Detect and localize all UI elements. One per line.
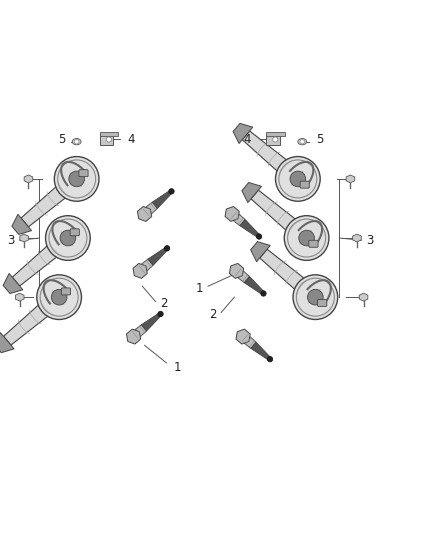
Polygon shape bbox=[131, 325, 147, 340]
Circle shape bbox=[299, 230, 314, 246]
Circle shape bbox=[284, 216, 329, 260]
FancyBboxPatch shape bbox=[266, 132, 285, 136]
Polygon shape bbox=[233, 123, 253, 143]
Circle shape bbox=[54, 157, 99, 201]
Polygon shape bbox=[133, 263, 147, 278]
Polygon shape bbox=[4, 287, 70, 345]
Text: 1: 1 bbox=[195, 282, 203, 295]
FancyBboxPatch shape bbox=[61, 288, 71, 295]
Circle shape bbox=[273, 137, 278, 142]
Polygon shape bbox=[127, 329, 141, 344]
Text: 5: 5 bbox=[58, 133, 65, 146]
Circle shape bbox=[256, 234, 262, 239]
Polygon shape bbox=[138, 206, 152, 221]
Polygon shape bbox=[141, 202, 158, 217]
Polygon shape bbox=[240, 220, 260, 238]
Polygon shape bbox=[359, 293, 368, 301]
Circle shape bbox=[106, 137, 111, 142]
Polygon shape bbox=[244, 277, 265, 295]
Text: 2: 2 bbox=[160, 297, 168, 310]
Polygon shape bbox=[346, 175, 355, 183]
Circle shape bbox=[290, 171, 306, 187]
FancyBboxPatch shape bbox=[266, 134, 279, 145]
FancyBboxPatch shape bbox=[70, 229, 79, 236]
FancyBboxPatch shape bbox=[99, 134, 113, 145]
Polygon shape bbox=[12, 214, 32, 235]
Text: 2: 2 bbox=[208, 308, 216, 321]
Circle shape bbox=[74, 140, 79, 144]
Polygon shape bbox=[152, 190, 173, 208]
Polygon shape bbox=[242, 131, 308, 190]
Polygon shape bbox=[251, 190, 317, 248]
Polygon shape bbox=[141, 313, 162, 331]
Circle shape bbox=[164, 246, 170, 251]
Circle shape bbox=[46, 216, 90, 260]
Text: 3: 3 bbox=[7, 233, 14, 247]
Polygon shape bbox=[230, 263, 244, 278]
Polygon shape bbox=[148, 247, 168, 265]
Polygon shape bbox=[229, 211, 245, 226]
Polygon shape bbox=[236, 329, 250, 344]
FancyBboxPatch shape bbox=[99, 132, 118, 136]
Polygon shape bbox=[24, 175, 33, 183]
Circle shape bbox=[37, 275, 81, 319]
Polygon shape bbox=[260, 249, 326, 308]
Polygon shape bbox=[20, 234, 28, 242]
Polygon shape bbox=[251, 241, 270, 262]
Circle shape bbox=[293, 275, 338, 319]
FancyBboxPatch shape bbox=[318, 300, 327, 306]
Polygon shape bbox=[21, 168, 87, 227]
Polygon shape bbox=[15, 293, 24, 301]
Ellipse shape bbox=[298, 139, 307, 145]
Circle shape bbox=[261, 291, 266, 296]
Polygon shape bbox=[12, 228, 78, 286]
Polygon shape bbox=[225, 206, 239, 221]
Text: 3: 3 bbox=[367, 233, 374, 247]
Circle shape bbox=[307, 289, 323, 305]
Circle shape bbox=[300, 140, 304, 144]
Text: 5: 5 bbox=[316, 133, 323, 146]
Ellipse shape bbox=[72, 139, 81, 145]
Polygon shape bbox=[3, 273, 23, 294]
Circle shape bbox=[158, 311, 163, 317]
Circle shape bbox=[169, 189, 174, 194]
Polygon shape bbox=[353, 234, 361, 242]
Polygon shape bbox=[137, 259, 153, 274]
Text: 1: 1 bbox=[173, 361, 181, 374]
FancyBboxPatch shape bbox=[79, 169, 88, 176]
Circle shape bbox=[267, 357, 273, 362]
Circle shape bbox=[69, 171, 85, 187]
Polygon shape bbox=[240, 333, 256, 349]
FancyBboxPatch shape bbox=[300, 181, 309, 188]
Polygon shape bbox=[0, 333, 14, 353]
FancyBboxPatch shape bbox=[309, 240, 318, 247]
Polygon shape bbox=[251, 342, 271, 360]
Circle shape bbox=[276, 157, 320, 201]
Polygon shape bbox=[242, 182, 261, 203]
Circle shape bbox=[51, 289, 67, 305]
Text: 4: 4 bbox=[244, 133, 251, 146]
Text: 4: 4 bbox=[127, 133, 135, 146]
Circle shape bbox=[60, 230, 76, 246]
Polygon shape bbox=[233, 268, 250, 282]
